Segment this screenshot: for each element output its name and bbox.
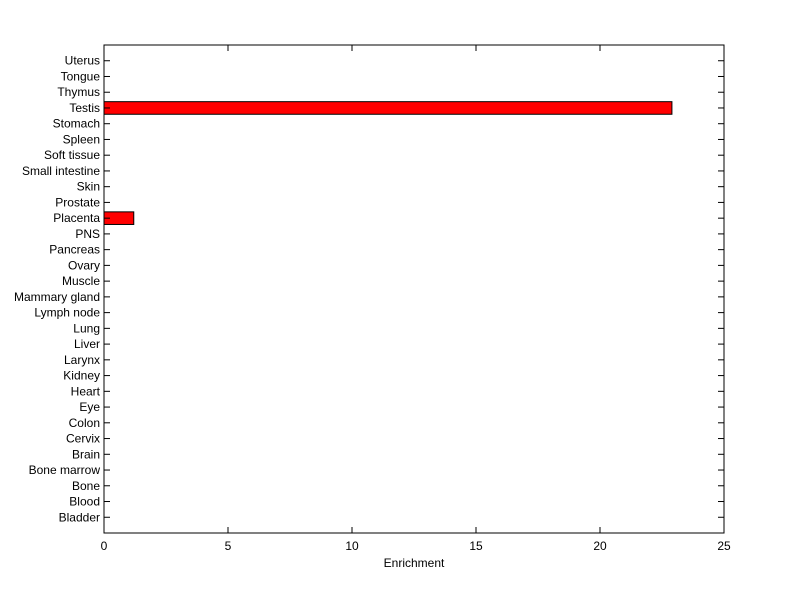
y-tick-label: Heart	[71, 384, 101, 398]
y-tick-label: Colon	[69, 416, 100, 430]
y-tick-label: Small intestine	[22, 164, 100, 178]
x-tick-label: 25	[717, 539, 731, 553]
y-tick-label: Larynx	[64, 353, 100, 367]
x-tick-label: 0	[101, 539, 108, 553]
y-tick-label: Prostate	[55, 195, 100, 209]
y-tick-label: Soft tissue	[44, 148, 100, 162]
y-tick-label: Tongue	[61, 69, 101, 83]
y-tick-label: Brain	[72, 447, 100, 461]
y-tick-label: Lymph node	[34, 306, 100, 320]
y-tick-label: Lung	[73, 321, 100, 335]
y-tick-label: Bladder	[59, 510, 100, 524]
x-tick-label: 5	[225, 539, 232, 553]
x-tick-label: 10	[345, 539, 359, 553]
y-tick-label: Uterus	[65, 54, 100, 68]
y-tick-label: PNS	[75, 227, 100, 241]
y-tick-label: Skin	[77, 180, 100, 194]
y-tick-label: Eye	[79, 400, 100, 414]
y-tick-label: Stomach	[53, 117, 100, 131]
x-axis-label: Enrichment	[384, 556, 445, 570]
y-tick-label: Blood	[69, 495, 100, 509]
y-tick-label: Thymus	[57, 85, 100, 99]
y-tick-label: Placenta	[53, 211, 100, 225]
y-tick-label: Spleen	[63, 132, 100, 146]
y-tick-label: Mammary gland	[14, 290, 100, 304]
y-tick-label: Bone marrow	[29, 463, 101, 477]
axes-box	[103, 44, 725, 534]
y-tick-label: Liver	[74, 337, 100, 351]
y-tick-label: Muscle	[62, 274, 100, 288]
y-tick-label: Testis	[69, 101, 100, 115]
bar-testis	[103, 101, 673, 115]
y-tick-label: Bone	[72, 479, 100, 493]
x-tick-label: 15	[469, 539, 483, 553]
y-tick-label: Pancreas	[49, 243, 100, 257]
y-tick-label: Kidney	[63, 369, 100, 383]
y-tick-label: Cervix	[66, 432, 100, 446]
y-tick-label: Ovary	[68, 258, 100, 272]
x-tick-label: 20	[593, 539, 607, 553]
